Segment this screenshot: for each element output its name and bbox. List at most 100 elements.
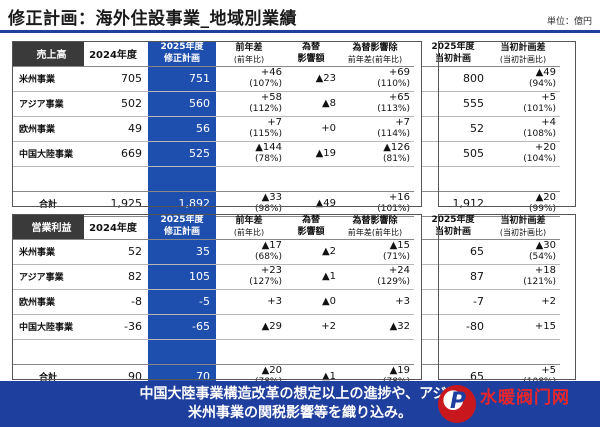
value-fx: +0 — [286, 116, 340, 142]
profit-table: 営業利益 2024年度 2025年度 修正計画 前年差 (前年比) 為替 影響額 為替… — [12, 214, 560, 390]
header-2025-plan: 2025年度 修正計画 — [148, 41, 216, 67]
value-initial: 1,912 — [422, 190, 490, 217]
row-label: アジア事業 — [12, 264, 84, 290]
value-vs-initial: +20 (104%) — [490, 141, 560, 167]
table-row: アジア事業 502 560 +58 (112%) ▲8 +65 (113%) 555 +5 (101… — [12, 91, 560, 117]
value-yoy: ▲29 — [216, 314, 286, 340]
table-row: 欧州事業 49 56 +7 (115%) +0 +7 (114%) 52 +4 (108%) — [12, 116, 560, 142]
value-vs-initial: +18 (121%) — [490, 264, 560, 290]
watermark-logo-icon — [438, 385, 476, 423]
row-label: 欧州事業 — [12, 289, 84, 315]
value-yoy: ▲17 (68%) — [216, 239, 286, 265]
value-initial: -80 — [422, 314, 490, 340]
header-initial: 2025年度 当初計画 — [422, 41, 490, 67]
value-vs-initial: +4 (108%) — [490, 116, 560, 142]
value-2024: 49 — [84, 116, 148, 142]
row-label: 中国大陸事業 — [12, 141, 84, 167]
table-row: 欧州事業 -8 -5 +3 ▲0 +3 -7 +2 — [12, 289, 560, 315]
value-fx: ▲49 — [286, 190, 340, 217]
value-2025-plan: 35 — [148, 239, 216, 265]
row-label: 米州事業 — [12, 66, 84, 92]
value-2025-plan: -5 — [148, 289, 216, 315]
header-2024: 2024年度 — [84, 41, 148, 67]
table-row: 中国大陸事業 669 525 ▲144 (78%) ▲19 ▲126 (81%) 505 +20(… — [12, 141, 560, 167]
value-2025-plan: 560 — [148, 91, 216, 117]
value-yoy: +46 (107%) — [216, 66, 286, 92]
value-exfx: +65 (113%) — [340, 91, 414, 117]
header-2024: 2024年度 — [84, 214, 148, 240]
value-exfx: +69 (110%) — [340, 66, 414, 92]
value-initial: 800 — [422, 66, 490, 92]
profit-section-label: 営業利益 — [12, 214, 84, 240]
value-initial: 65 — [422, 239, 490, 265]
sales-section-label: 売上高 — [12, 41, 84, 67]
value-fx: ▲1 — [286, 264, 340, 290]
value-vs-initial: ▲49 (94%) — [490, 66, 560, 92]
value-fx: ▲0 — [286, 289, 340, 315]
footer-line-2: 米州事業の関税影響等を織り込み。 — [188, 405, 412, 421]
value-exfx: ▲32 — [340, 314, 414, 340]
value-exfx: +7 (114%) — [340, 116, 414, 142]
row-label: アジア事業 — [12, 91, 84, 117]
value-2024: 82 — [84, 264, 148, 290]
value-initial: -7 — [422, 289, 490, 315]
value-2024: -36 — [84, 314, 148, 340]
header-exfx: 為替影響除 前年差(前年比) — [340, 214, 414, 240]
value-exfx: +3 — [340, 289, 414, 315]
watermark-logo-letter: P — [450, 389, 467, 414]
header-exfx: 為替影響除 前年差(前年比) — [340, 41, 414, 67]
value-2025-plan: 56 — [148, 116, 216, 142]
value-vs-initial: ▲20 (99%) — [490, 190, 560, 217]
unit-label: 単位：億円 — [546, 17, 592, 27]
header-fx: 為替 影響額 — [286, 41, 340, 67]
value-fx: ▲23 — [286, 66, 340, 92]
value-yoy: +3 — [216, 289, 286, 315]
header-yoy: 前年差 (前年比) — [216, 41, 286, 67]
value-vs-initial: +2 — [490, 289, 560, 315]
sales-header-row: 売上高 2024年度 2025年度 修正計画 前年差 (前年比) 為替 影響額 為替影… — [12, 41, 560, 67]
value-yoy: ▲33 (98%) — [216, 190, 286, 217]
value-fx: ▲2 — [286, 239, 340, 265]
header-2025-plan: 2025年度 修正計画 — [148, 214, 216, 240]
header-vs-initial: 当初計画差 (当初計画比) — [490, 214, 560, 240]
value-exfx: +24 (129%) — [340, 264, 414, 290]
value-fx: +2 — [286, 314, 340, 340]
table-row: 米州事業 52 35 ▲17 (68%) ▲2 ▲15 (71%) 65 ▲30 (54%) — [12, 239, 560, 265]
value-2025-plan: -65 — [148, 314, 216, 340]
value-2025-plan: 525 — [148, 141, 216, 167]
footer-banner: 中国大陸事業構造改革の想定以上の進捗や、アジア 米州事業の関税影響等を織り込み。 — [0, 381, 600, 427]
value-initial: 555 — [422, 91, 490, 117]
value-2024: 1,925 — [84, 190, 148, 217]
value-2025-plan: 105 — [148, 264, 216, 290]
value-fx: ▲19 — [286, 141, 340, 167]
page-title: 修正計画：海外住設事業_地域別業績 — [8, 9, 297, 29]
watermark-site-name: 水暖阀门网 — [480, 388, 570, 408]
value-2025-plan: 751 — [148, 66, 216, 92]
value-exfx: ▲15 (71%) — [340, 239, 414, 265]
row-label: 米州事業 — [12, 239, 84, 265]
value-vs-initial: ▲30 (54%) — [490, 239, 560, 265]
value-2024: -8 — [84, 289, 148, 315]
value-2025-plan: 1,892 — [148, 190, 216, 217]
row-label: 合計 — [12, 190, 84, 217]
value-initial: 52 — [422, 116, 490, 142]
table-row: アジア事業 82 105 +23 (127%) ▲1 +24 (129%) 87 +18 (121%… — [12, 264, 560, 290]
title-underline — [0, 30, 600, 33]
header-yoy: 前年差 (前年比) — [216, 214, 286, 240]
profit-header-row: 営業利益 2024年度 2025年度 修正計画 前年差 (前年比) 為替 影響額 為替… — [12, 214, 560, 240]
value-yoy: +58 (112%) — [216, 91, 286, 117]
value-yoy: ▲144 (78%) — [216, 141, 286, 167]
watermark-site-url: WWW.PVCPU.COM — [486, 406, 590, 417]
value-yoy: +7 (115%) — [216, 116, 286, 142]
table-row: 米州事業 705 751 +46 (107%) ▲23 +69 (110%) 800 ▲49 (94… — [12, 66, 560, 92]
sales-table: 売上高 2024年度 2025年度 修正計画 前年差 (前年比) 為替 影響額 為替影… — [12, 41, 560, 217]
value-initial: 87 — [422, 264, 490, 290]
value-vs-initial: +15 — [490, 314, 560, 340]
footer-line-1: 中国大陸事業構造改革の想定以上の進捗や、アジア — [139, 386, 461, 402]
value-2024: 52 — [84, 239, 148, 265]
value-2024: 502 — [84, 91, 148, 117]
value-exfx: ▲126 (81%) — [340, 141, 414, 167]
value-fx: ▲8 — [286, 91, 340, 117]
row-label: 欧州事業 — [12, 116, 84, 142]
value-yoy: +23 (127%) — [216, 264, 286, 290]
